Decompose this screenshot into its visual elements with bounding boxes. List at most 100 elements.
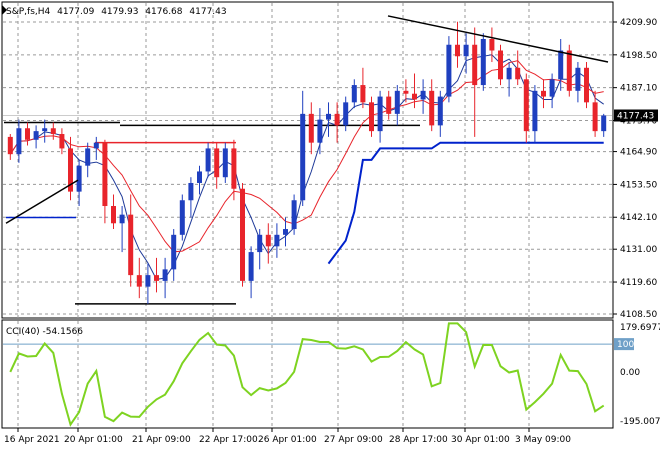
- price-tick-label: 4142.10: [620, 213, 657, 223]
- candle: [498, 44, 503, 86]
- candle-body: [403, 90, 409, 94]
- candle: [179, 194, 185, 241]
- price-tick-label: 4164.90: [620, 148, 657, 158]
- cci-label: CCI(40) -54.1566: [6, 327, 83, 337]
- candle: [16, 119, 22, 163]
- candle-body: [506, 67, 512, 80]
- candle: [265, 223, 271, 264]
- candle: [59, 128, 65, 155]
- candle: [93, 136, 99, 160]
- candle-body: [489, 38, 495, 51]
- grid: [3, 3, 612, 427]
- ma-slow-line: [9, 60, 604, 253]
- candle-body: [145, 275, 151, 287]
- candle-body: [334, 113, 340, 126]
- candle-body: [351, 85, 357, 103]
- candle-body: [33, 131, 39, 140]
- candle-body: [394, 90, 400, 114]
- candle: [566, 44, 572, 97]
- candle-body: [16, 128, 22, 155]
- candle-body: [197, 171, 202, 183]
- cci-tick-label: 0.00: [620, 368, 640, 378]
- candle-body: [93, 142, 99, 149]
- time-tick-label: 27 Apr 09:00: [324, 435, 383, 445]
- candle-body: [317, 119, 323, 143]
- candle: [205, 142, 211, 178]
- price-tick-label: 4198.50: [620, 51, 657, 61]
- candle-body: [558, 50, 564, 80]
- candle: [420, 79, 426, 114]
- candle-body: [566, 50, 572, 91]
- candle: [429, 79, 435, 132]
- price-tick-label: 4131.00: [620, 245, 657, 255]
- candle-body: [154, 275, 159, 281]
- time-tick-label: 3 May 09:00: [515, 435, 571, 445]
- collapse-triangle-icon[interactable]: [2, 5, 7, 15]
- candle-body: [76, 165, 82, 192]
- candle: [360, 67, 366, 109]
- symbol-header: S&P,fs,H4 4177.09 4179.93 4176.68 4177.4…: [6, 7, 227, 17]
- candle-body: [308, 113, 314, 143]
- candle-body: [463, 44, 469, 57]
- candle: [162, 257, 168, 299]
- candle: [506, 62, 512, 97]
- candle-body: [7, 136, 13, 155]
- candle-body: [128, 214, 134, 276]
- candle-body: [291, 200, 297, 230]
- candle-body: [377, 96, 383, 132]
- candle: [480, 33, 486, 91]
- candle: [76, 159, 82, 207]
- candle: [68, 136, 73, 201]
- candle: [326, 102, 331, 137]
- candle-body: [25, 128, 30, 140]
- candle-body: [575, 67, 581, 91]
- candle: [231, 139, 237, 201]
- uptrend-line: [5, 179, 79, 224]
- candle: [25, 122, 30, 146]
- price-tick-label: 4108.50: [620, 310, 657, 320]
- candle: [222, 142, 228, 183]
- candle-body: [446, 44, 452, 97]
- cci-indicator: [3, 322, 612, 427]
- candle: [283, 217, 288, 247]
- candle: [102, 139, 108, 224]
- candle: [7, 134, 13, 160]
- candle-body: [102, 142, 108, 207]
- candle-body: [283, 229, 288, 235]
- candle-body: [59, 134, 65, 149]
- candle: [377, 90, 383, 143]
- candle: [455, 21, 460, 68]
- candle-body: [50, 128, 56, 135]
- candle: [111, 194, 116, 230]
- candle-body: [386, 96, 392, 114]
- candle-body: [265, 234, 271, 247]
- price-tick-label: 4153.50: [620, 180, 657, 190]
- candle: [308, 102, 314, 155]
- candle: [412, 73, 417, 109]
- candle-body: [360, 85, 366, 103]
- current-price-label: 4177.43: [617, 112, 654, 122]
- price-tick-label: 4209.90: [620, 18, 657, 28]
- candle-body: [549, 79, 555, 97]
- candle-body: [162, 269, 168, 281]
- candle-body: [300, 113, 306, 201]
- candle-body: [455, 44, 460, 57]
- candle: [351, 79, 357, 109]
- candle-body: [188, 182, 194, 201]
- trailing-stop-line: [327, 141, 604, 265]
- candle: [584, 62, 589, 109]
- candle-body: [437, 96, 443, 126]
- candle: [601, 113, 607, 137]
- candle-body: [119, 214, 125, 224]
- candle-body: [111, 206, 116, 224]
- candle: [532, 85, 538, 143]
- time-axis: 16 Apr 2021 20 Apr 01:00 21 Apr 09:00 22 Ap…: [4, 428, 571, 445]
- candle-body: [326, 113, 331, 120]
- ma-fast-line: [9, 54, 604, 280]
- time-tick-label: 30 Apr 01:00: [451, 435, 510, 445]
- cci-line: [9, 322, 605, 427]
- trend-lines: [5, 15, 609, 224]
- candle-body: [532, 90, 538, 132]
- price-axis: 4209.904198.504187.104175.704164.904153.…: [613, 18, 657, 320]
- time-tick-label: 22 Apr 17:00: [199, 435, 258, 445]
